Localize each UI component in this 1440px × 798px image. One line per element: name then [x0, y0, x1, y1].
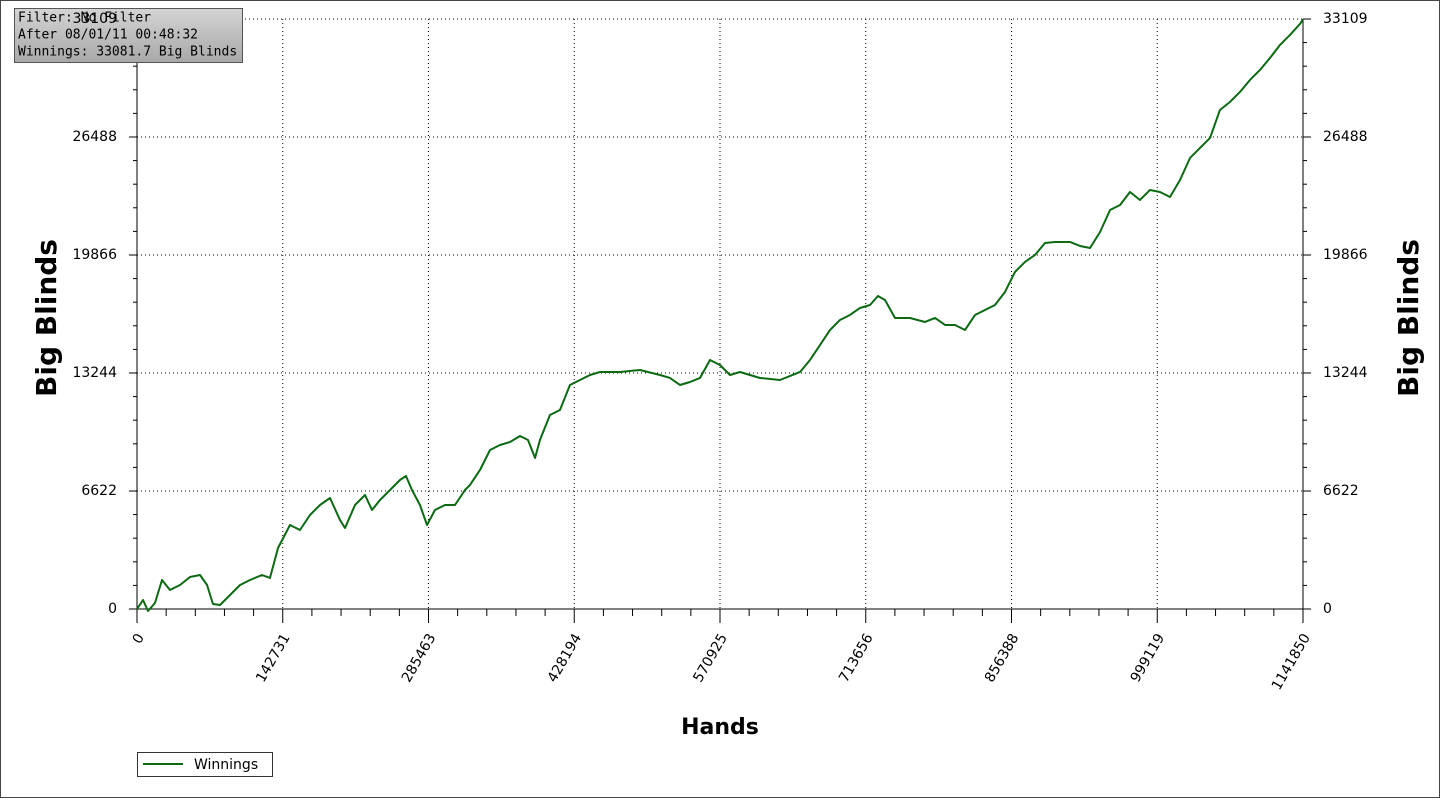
info-box-bg	[14, 8, 243, 63]
y2-tick-label: 13244	[1323, 365, 1368, 381]
y-tick-label: 6622	[81, 483, 117, 499]
annotation: After 08/01/11 00:48:32	[18, 28, 198, 43]
y-tick-label: 19866	[72, 247, 117, 263]
y-tick-label: 0	[108, 601, 117, 617]
legend: Winnings	[137, 752, 273, 777]
y-tick-label: 33109	[72, 11, 117, 27]
y2-axis-label: Big Blinds	[1392, 239, 1425, 397]
y-axis-label: Big Blinds	[30, 239, 63, 397]
y2-tick-label: 6622	[1323, 483, 1359, 499]
legend-box	[137, 752, 273, 777]
annotation: Filter: No Filter	[18, 11, 151, 26]
series-line	[136, 18, 1304, 612]
axes	[129, 18, 1311, 623]
y-tick-label: 13244	[72, 365, 117, 381]
y2-tick-label: 33109	[1323, 11, 1368, 27]
plot	[136, 18, 1304, 612]
x-axis-label: Hands	[681, 715, 759, 740]
legend-label: Winnings	[194, 757, 258, 773]
annotation: Winnings: 33081.7 Big Blinds	[18, 45, 237, 60]
y-tick-label: 26488	[72, 129, 117, 145]
y2-tick-label: 19866	[1323, 247, 1368, 263]
y2-tick-label: 26488	[1323, 129, 1368, 145]
y2-tick-label: 0	[1323, 601, 1332, 617]
info-box: Filter: No Filter After 08/01/11 00:48:3…	[14, 8, 243, 63]
